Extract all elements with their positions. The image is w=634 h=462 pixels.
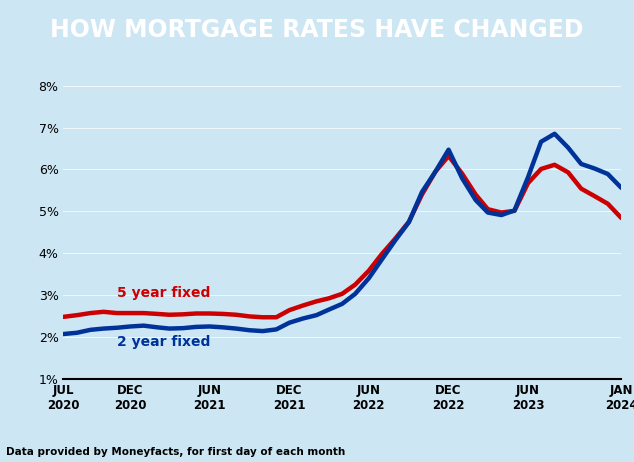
Text: HOW MORTGAGE RATES HAVE CHANGED: HOW MORTGAGE RATES HAVE CHANGED [50, 18, 584, 42]
Text: 5 year fixed: 5 year fixed [117, 286, 210, 300]
Text: 2 year fixed: 2 year fixed [117, 335, 210, 349]
Text: Data provided by Moneyfacts, for first day of each month: Data provided by Moneyfacts, for first d… [6, 447, 346, 457]
